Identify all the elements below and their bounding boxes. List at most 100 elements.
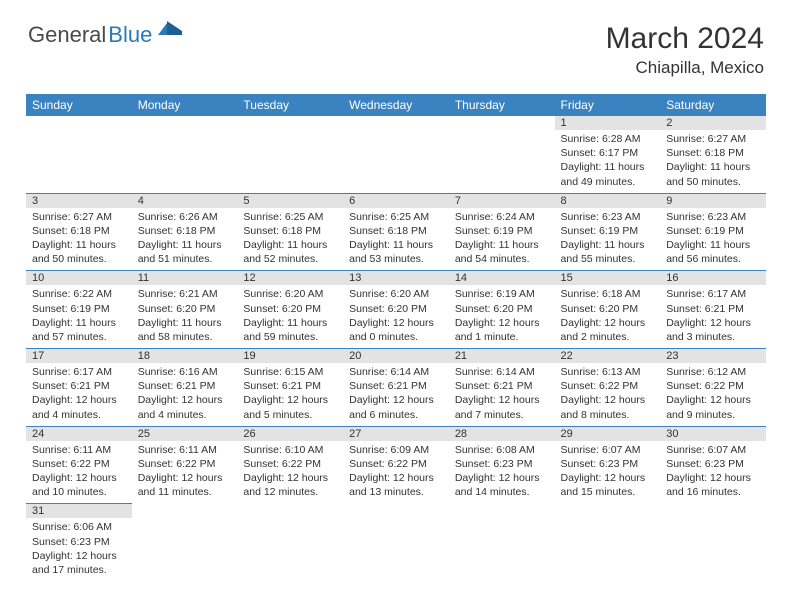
- day-detail-cell: Sunrise: 6:07 AMSunset: 6:23 PMDaylight:…: [660, 441, 766, 504]
- day-number-cell: 13: [343, 271, 449, 286]
- day-number-cell: 18: [132, 349, 238, 364]
- day-number-cell: 11: [132, 271, 238, 286]
- day-detail-cell: [449, 518, 555, 581]
- day-detail-cell: Sunrise: 6:11 AMSunset: 6:22 PMDaylight:…: [26, 441, 132, 504]
- day-number-cell: 29: [555, 426, 661, 441]
- day-number-cell: [449, 116, 555, 130]
- day-detail-cell: [343, 130, 449, 193]
- day-number-row: 3456789: [26, 193, 766, 208]
- day-detail-cell: [132, 518, 238, 581]
- day-detail-cell: Sunrise: 6:14 AMSunset: 6:21 PMDaylight:…: [449, 363, 555, 426]
- day-number-cell: 3: [26, 193, 132, 208]
- day-number-cell: 30: [660, 426, 766, 441]
- day-number-row: 24252627282930: [26, 426, 766, 441]
- day-detail-cell: Sunrise: 6:13 AMSunset: 6:22 PMDaylight:…: [555, 363, 661, 426]
- day-number-cell: 4: [132, 193, 238, 208]
- day-number-cell: [132, 116, 238, 130]
- day-detail-cell: Sunrise: 6:25 AMSunset: 6:18 PMDaylight:…: [343, 208, 449, 271]
- day-number-cell: 27: [343, 426, 449, 441]
- calendar-table: Sunday Monday Tuesday Wednesday Thursday…: [26, 94, 766, 581]
- day-number-cell: 31: [26, 504, 132, 519]
- day-number-cell: 20: [343, 349, 449, 364]
- day-detail-cell: [237, 130, 343, 193]
- day-detail-cell: Sunrise: 6:25 AMSunset: 6:18 PMDaylight:…: [237, 208, 343, 271]
- weekday-header: Sunday: [26, 94, 132, 116]
- day-detail-cell: [132, 130, 238, 193]
- day-detail-cell: Sunrise: 6:22 AMSunset: 6:19 PMDaylight:…: [26, 285, 132, 348]
- day-detail-cell: [343, 518, 449, 581]
- day-detail-cell: [449, 130, 555, 193]
- day-number-cell: 2: [660, 116, 766, 130]
- day-number-cell: 17: [26, 349, 132, 364]
- day-number-cell: 1: [555, 116, 661, 130]
- day-number-cell: 22: [555, 349, 661, 364]
- day-detail-cell: [555, 518, 661, 581]
- day-number-cell: 16: [660, 271, 766, 286]
- day-number-cell: 24: [26, 426, 132, 441]
- day-detail-cell: Sunrise: 6:08 AMSunset: 6:23 PMDaylight:…: [449, 441, 555, 504]
- weekday-header: Friday: [555, 94, 661, 116]
- day-number-cell: 7: [449, 193, 555, 208]
- day-detail-row: Sunrise: 6:06 AMSunset: 6:23 PMDaylight:…: [26, 518, 766, 581]
- day-number-cell: [26, 116, 132, 130]
- day-detail-cell: Sunrise: 6:06 AMSunset: 6:23 PMDaylight:…: [26, 518, 132, 581]
- day-number-row: 10111213141516: [26, 271, 766, 286]
- brand-logo: General Blue: [28, 22, 184, 48]
- day-detail-cell: Sunrise: 6:24 AMSunset: 6:19 PMDaylight:…: [449, 208, 555, 271]
- weekday-header: Saturday: [660, 94, 766, 116]
- day-detail-row: Sunrise: 6:22 AMSunset: 6:19 PMDaylight:…: [26, 285, 766, 348]
- day-detail-cell: Sunrise: 6:18 AMSunset: 6:20 PMDaylight:…: [555, 285, 661, 348]
- weekday-header: Thursday: [449, 94, 555, 116]
- day-number-cell: [343, 116, 449, 130]
- day-number-cell: 6: [343, 193, 449, 208]
- day-number-cell: 26: [237, 426, 343, 441]
- day-detail-cell: Sunrise: 6:12 AMSunset: 6:22 PMDaylight:…: [660, 363, 766, 426]
- day-detail-cell: Sunrise: 6:27 AMSunset: 6:18 PMDaylight:…: [26, 208, 132, 271]
- day-number-cell: 8: [555, 193, 661, 208]
- day-number-cell: [660, 504, 766, 519]
- day-number-cell: 28: [449, 426, 555, 441]
- brand-text-blue: Blue: [108, 22, 152, 48]
- day-detail-cell: Sunrise: 6:17 AMSunset: 6:21 PMDaylight:…: [26, 363, 132, 426]
- day-number-cell: [237, 116, 343, 130]
- day-number-cell: 23: [660, 349, 766, 364]
- day-number-row: 17181920212223: [26, 349, 766, 364]
- day-number-cell: 14: [449, 271, 555, 286]
- day-number-cell: 9: [660, 193, 766, 208]
- day-detail-cell: Sunrise: 6:15 AMSunset: 6:21 PMDaylight:…: [237, 363, 343, 426]
- weekday-header: Wednesday: [343, 94, 449, 116]
- day-detail-cell: Sunrise: 6:11 AMSunset: 6:22 PMDaylight:…: [132, 441, 238, 504]
- day-detail-cell: Sunrise: 6:07 AMSunset: 6:23 PMDaylight:…: [555, 441, 661, 504]
- day-detail-cell: Sunrise: 6:10 AMSunset: 6:22 PMDaylight:…: [237, 441, 343, 504]
- day-number-cell: 15: [555, 271, 661, 286]
- day-detail-cell: Sunrise: 6:21 AMSunset: 6:20 PMDaylight:…: [132, 285, 238, 348]
- day-number-cell: 10: [26, 271, 132, 286]
- weekday-header: Tuesday: [237, 94, 343, 116]
- day-number-cell: [555, 504, 661, 519]
- day-number-cell: [132, 504, 238, 519]
- day-detail-cell: Sunrise: 6:09 AMSunset: 6:22 PMDaylight:…: [343, 441, 449, 504]
- brand-text-dark: General: [28, 22, 106, 48]
- day-number-cell: 19: [237, 349, 343, 364]
- day-number-cell: 25: [132, 426, 238, 441]
- weekday-header-row: Sunday Monday Tuesday Wednesday Thursday…: [26, 94, 766, 116]
- brand-flag-icon: [158, 21, 184, 44]
- day-detail-cell: Sunrise: 6:14 AMSunset: 6:21 PMDaylight:…: [343, 363, 449, 426]
- day-detail-cell: Sunrise: 6:26 AMSunset: 6:18 PMDaylight:…: [132, 208, 238, 271]
- day-detail-row: Sunrise: 6:27 AMSunset: 6:18 PMDaylight:…: [26, 208, 766, 271]
- day-detail-cell: Sunrise: 6:20 AMSunset: 6:20 PMDaylight:…: [343, 285, 449, 348]
- day-detail-cell: [660, 518, 766, 581]
- day-detail-cell: Sunrise: 6:23 AMSunset: 6:19 PMDaylight:…: [660, 208, 766, 271]
- day-detail-cell: Sunrise: 6:16 AMSunset: 6:21 PMDaylight:…: [132, 363, 238, 426]
- day-detail-cell: [26, 130, 132, 193]
- month-title: March 2024: [606, 22, 764, 56]
- day-detail-cell: Sunrise: 6:27 AMSunset: 6:18 PMDaylight:…: [660, 130, 766, 193]
- day-detail-cell: Sunrise: 6:19 AMSunset: 6:20 PMDaylight:…: [449, 285, 555, 348]
- day-number-row: 12: [26, 116, 766, 130]
- day-number-cell: 21: [449, 349, 555, 364]
- day-detail-cell: Sunrise: 6:20 AMSunset: 6:20 PMDaylight:…: [237, 285, 343, 348]
- day-detail-row: Sunrise: 6:17 AMSunset: 6:21 PMDaylight:…: [26, 363, 766, 426]
- day-number-row: 31: [26, 504, 766, 519]
- day-number-cell: 12: [237, 271, 343, 286]
- location-subtitle: Chiapilla, Mexico: [606, 58, 764, 78]
